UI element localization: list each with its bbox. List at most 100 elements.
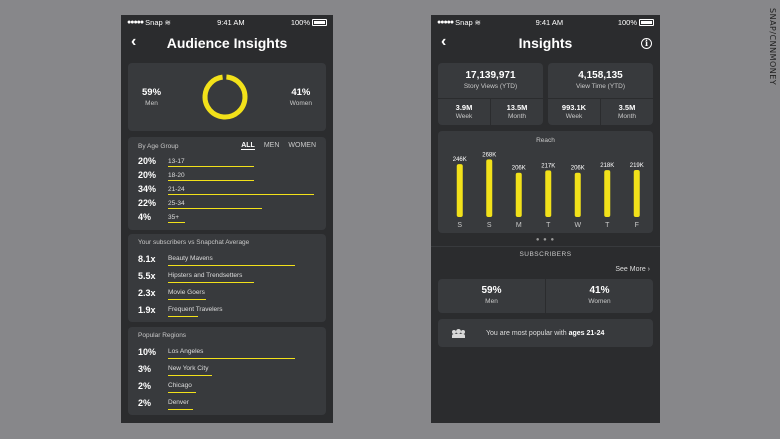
row-label: Frequent Travelers bbox=[168, 306, 223, 313]
view-time-value: 4,158,135 bbox=[578, 70, 623, 81]
list-item: 3% New York City bbox=[138, 360, 316, 377]
battery-icon bbox=[312, 18, 327, 26]
reach-bar bbox=[545, 170, 552, 217]
tab-all[interactable]: ALL bbox=[241, 142, 255, 150]
reach-day-label: M bbox=[516, 222, 522, 229]
row-bar bbox=[168, 374, 213, 376]
popular-age-card: You are most popular with ages 21-24 bbox=[438, 319, 653, 347]
donut-ring bbox=[202, 74, 248, 120]
gender-donut bbox=[202, 74, 248, 120]
row-bar bbox=[168, 408, 194, 410]
row-bar bbox=[168, 207, 263, 209]
reach-data-label: 219K bbox=[630, 163, 644, 169]
tab-men[interactable]: MEN bbox=[263, 142, 280, 149]
list-item: 8.1x Beauty Mavens bbox=[138, 250, 316, 267]
reach-data-label: 206K bbox=[571, 166, 585, 172]
row-value: 10% bbox=[138, 346, 157, 357]
list-item: 5.5x Hipsters and Trendsetters bbox=[138, 267, 316, 284]
average-card: Your subscribers vs Snapchat Average 8.1… bbox=[128, 234, 326, 322]
reach-bar bbox=[515, 172, 522, 217]
reach-data-label: 206K bbox=[512, 166, 526, 172]
story-views-card: 17,139,971 Story Views (YTD) 3.9M Week 13… bbox=[438, 63, 543, 125]
row-value: 20% bbox=[138, 156, 157, 166]
reach-bar bbox=[456, 164, 463, 217]
info-icon[interactable]: i bbox=[641, 38, 652, 49]
reach-chart-card[interactable]: Reach 246K S 268K S 206K M 217K T 206K W 218K T 219K… bbox=[438, 131, 653, 233]
list-item: 4% 35+ bbox=[138, 210, 316, 224]
men-label: Men bbox=[485, 298, 498, 305]
row-label: 25-34 bbox=[168, 199, 185, 207]
status-bar: ●●●●● Snap ≋ 9:41 AM 100% bbox=[431, 15, 660, 29]
row-bar bbox=[168, 165, 254, 167]
battery-label: 100% bbox=[617, 17, 637, 27]
gender-card: 59% Men 41% Women bbox=[128, 63, 326, 131]
row-bar bbox=[168, 193, 314, 195]
photo-credit: SNAP/CNNMONEY bbox=[768, 8, 777, 86]
story-views-week-value: 3.9M bbox=[455, 103, 473, 112]
page-indicator: ● ● ● bbox=[535, 237, 556, 243]
status-time: 9:41 AM bbox=[535, 17, 564, 27]
row-label: Hipsters and Trendsetters bbox=[168, 272, 243, 279]
status-time: 9:41 AM bbox=[217, 17, 245, 27]
row-bar bbox=[168, 391, 196, 393]
reach-bar bbox=[604, 170, 611, 217]
battery-icon bbox=[639, 18, 654, 26]
page-title: Insights bbox=[518, 35, 573, 51]
reach-day-label: T bbox=[605, 222, 610, 229]
list-item: 22% 25-34 bbox=[138, 196, 316, 210]
month-label: Month bbox=[507, 113, 527, 120]
row-label: Los Angeles bbox=[168, 348, 204, 355]
row-label: 13-17 bbox=[168, 157, 185, 165]
signal-icon: ●●●●● bbox=[437, 18, 454, 26]
row-bar bbox=[168, 357, 295, 359]
week-label: Week bbox=[455, 113, 473, 120]
row-value: 4% bbox=[138, 212, 152, 222]
men-stat: 59% Men bbox=[142, 87, 161, 107]
insights-screen: ●●●●● Snap ≋ 9:41 AM 100% ‹ Insights i 1… bbox=[431, 15, 660, 423]
list-item: 2% Denver bbox=[138, 394, 316, 411]
carrier-label: Snap bbox=[145, 17, 163, 27]
week-label: Week bbox=[565, 113, 583, 120]
reach-chart: 246K S 268K S 206K M 217K T 206K W 218K T 219K F bbox=[453, 152, 644, 229]
row-label: 18-20 bbox=[168, 171, 185, 179]
women-label: Women bbox=[588, 298, 611, 305]
row-value: 22% bbox=[138, 198, 157, 208]
age-tabs: ALL MEN WOMEN bbox=[241, 142, 316, 150]
reach-data-label: 218K bbox=[600, 163, 614, 169]
row-bar bbox=[168, 179, 254, 181]
row-bar bbox=[168, 315, 199, 317]
signal-icon: ●●●●● bbox=[127, 18, 144, 26]
reach-day-label: S bbox=[457, 222, 462, 229]
reach-title: Reach bbox=[536, 137, 555, 144]
wifi-icon: ≋ bbox=[164, 17, 171, 27]
average-rows: 8.1x Beauty Mavens 5.5x Hipsters and Trends… bbox=[138, 250, 316, 318]
women-stat: 41% Women bbox=[290, 87, 312, 107]
reach-data-label: 217K bbox=[541, 163, 555, 169]
row-value: 20% bbox=[138, 170, 157, 180]
see-more-link[interactable]: See More › bbox=[615, 266, 650, 273]
age-rows: 20% 13-17 20% 18-20 34% 21-24 22% 25-34 4% 35+ bbox=[138, 154, 316, 224]
women-value: 41% bbox=[589, 285, 610, 296]
month-label: Month bbox=[617, 113, 637, 120]
carrier-label: Snap bbox=[455, 17, 473, 27]
list-item: 20% 13-17 bbox=[138, 154, 316, 168]
story-views-month-value: 13.5M bbox=[506, 103, 528, 112]
people-icon bbox=[452, 329, 465, 338]
tab-women[interactable]: WOMEN bbox=[288, 142, 316, 149]
row-value: 34% bbox=[138, 184, 157, 194]
row-label: 21-24 bbox=[168, 185, 185, 193]
subscribers-title: SUBSCRIBERS bbox=[519, 251, 572, 258]
wifi-icon: ≋ bbox=[474, 17, 481, 27]
popular-age-range: ages 21-24 bbox=[568, 329, 605, 337]
age-group-card: By Age Group ALL MEN WOMEN 20% 13-17 20% 18… bbox=[128, 137, 326, 230]
story-views-label: Story Views (YTD) bbox=[463, 83, 518, 90]
row-value: 2.3x bbox=[138, 287, 156, 298]
list-item: 20% 18-20 bbox=[138, 168, 316, 182]
women-label: Women bbox=[289, 100, 312, 107]
reach-bar bbox=[574, 172, 581, 217]
back-icon[interactable]: ‹ bbox=[131, 33, 137, 50]
back-icon[interactable]: ‹ bbox=[441, 33, 447, 50]
row-bar bbox=[168, 264, 295, 266]
women-value: 41% bbox=[291, 87, 311, 98]
audience-insights-screen: ●●●●● Snap ≋ 9:41 AM 100% ‹ Audience Ins… bbox=[121, 15, 333, 423]
